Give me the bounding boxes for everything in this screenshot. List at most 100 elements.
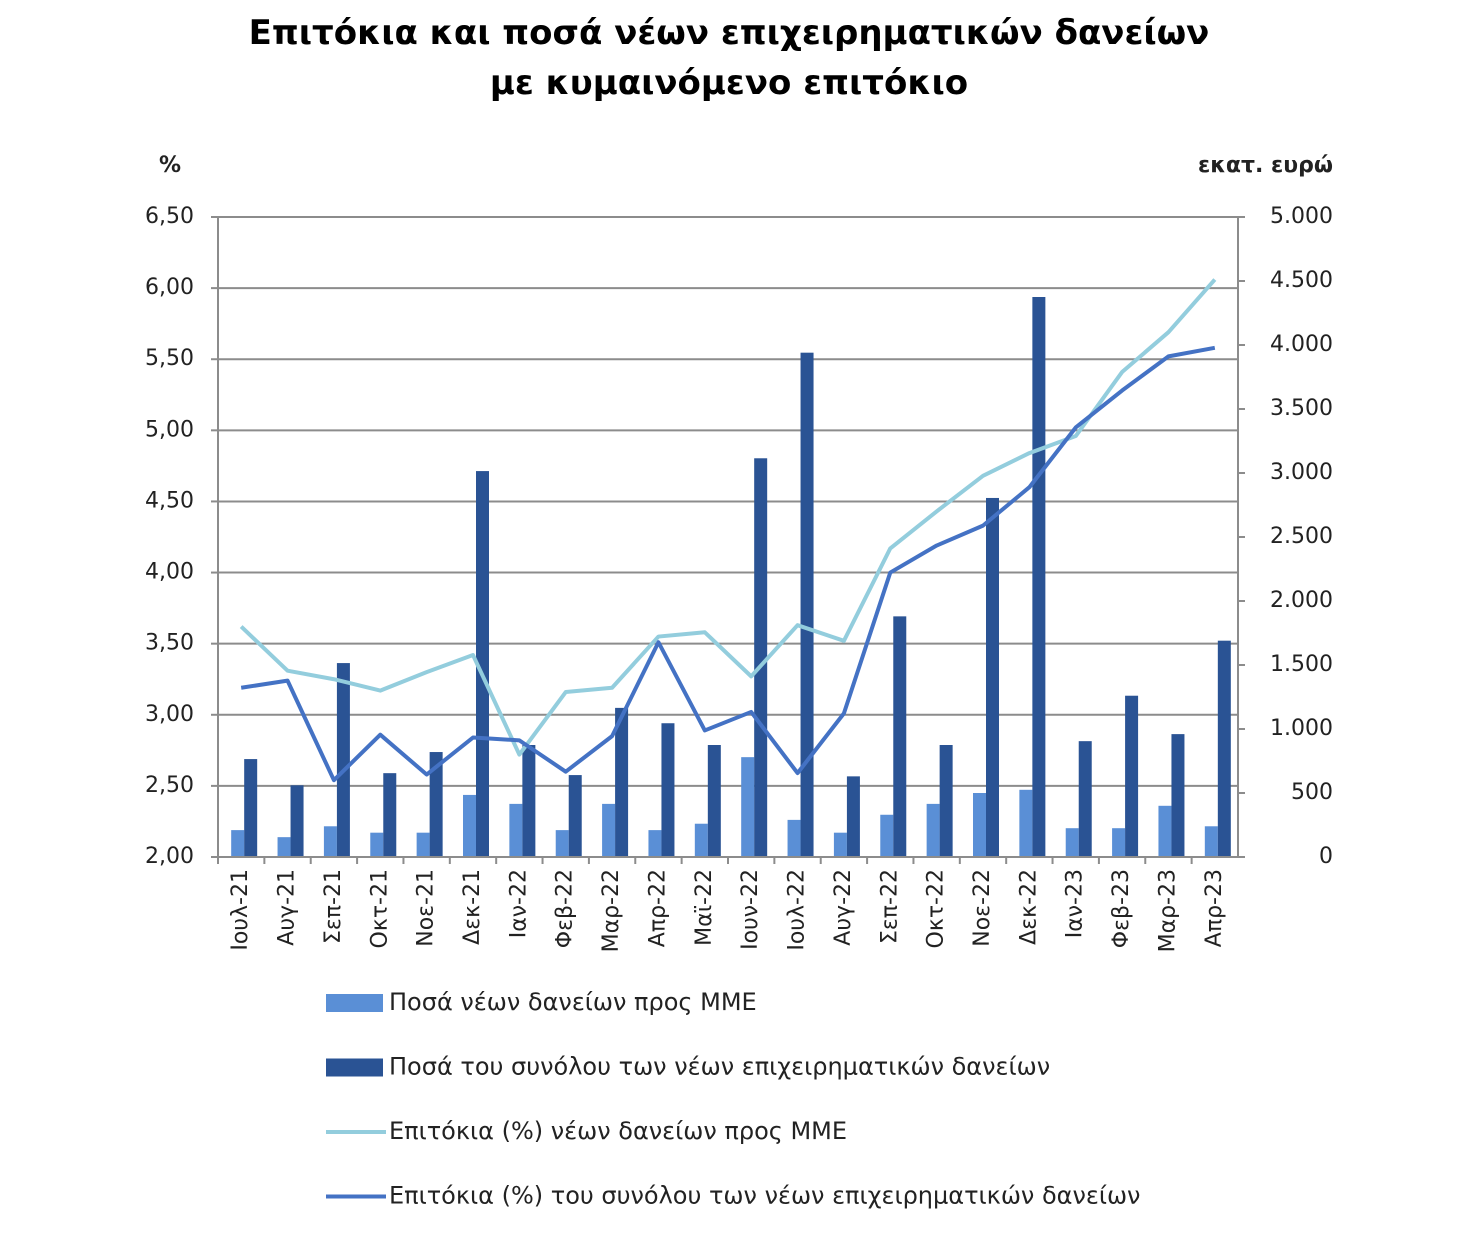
bar (1019, 789, 1033, 857)
x-tick-label: Μαρ-23 (1155, 869, 1180, 952)
bar (244, 759, 258, 857)
bar (973, 793, 986, 857)
legend-label: Ποσά του συνόλου των νέων επιχειρηματικώ… (389, 1053, 1050, 1081)
bar (231, 830, 245, 857)
chart-title: Επιτόκια και ποσά νέων επιχειρηματικών δ… (248, 13, 1210, 103)
y-tick-label: 2,50 (145, 773, 194, 798)
x-tick-label: Οκτ-21 (367, 869, 392, 948)
bar (787, 819, 801, 857)
line (239, 278, 1217, 757)
x-tick-label: Σεπ-22 (877, 869, 902, 944)
y2-tick-label: 5.000 (1270, 204, 1333, 229)
bar (568, 775, 582, 857)
x-tick-label: Φεβ-23 (1109, 869, 1134, 948)
bar (986, 497, 999, 857)
legend-swatch (326, 994, 383, 1012)
bar (707, 745, 721, 857)
bar (1204, 826, 1218, 857)
x-tick-label: Αυγ-21 (275, 869, 300, 946)
x-tick-label: Νοε-22 (970, 869, 995, 947)
x-tick-label: Ιουλ-22 (785, 869, 810, 951)
x-tick-label: Δεκ-21 (460, 869, 485, 945)
bar (463, 794, 476, 857)
y2-tick-label: 4.500 (1270, 268, 1333, 293)
legend-label: Επιτόκια (%) του συνόλου των νέων επιχει… (389, 1182, 1140, 1210)
x-tick-label: Αυγ-22 (831, 869, 856, 946)
bar (429, 752, 443, 857)
bar (602, 803, 616, 857)
bar (476, 471, 489, 857)
bar (522, 745, 536, 857)
x-tick-label: Ιουλ-21 (228, 869, 253, 951)
y-tick-label: 5,00 (145, 417, 194, 442)
x-tick-label: Μαϊ-22 (692, 869, 717, 946)
x-tick-label: Ιαν-22 (506, 869, 531, 938)
bar (694, 823, 708, 857)
y2-tick-label: 1.500 (1270, 652, 1333, 677)
y2-axis-label: εκατ. ευρώ (1198, 153, 1333, 178)
y-tick-label: 6,00 (145, 275, 194, 300)
bar (1032, 297, 1046, 857)
bar (800, 352, 814, 857)
bar (926, 803, 940, 857)
y2-tick-label: 500 (1291, 780, 1333, 805)
bar (661, 723, 675, 857)
y-axis-label: % (159, 153, 181, 178)
bar (846, 776, 860, 857)
x-tick-label: Σεπ-21 (321, 869, 346, 944)
y-tick-label: 2,00 (145, 844, 194, 869)
x-tick-label: Απρ-22 (645, 869, 670, 947)
x-tick-label: Οκτ-22 (924, 869, 949, 948)
bar (615, 707, 629, 857)
bar (880, 814, 894, 857)
y-tick-label: 3,50 (145, 631, 194, 656)
bar (277, 837, 291, 857)
legend-label: Επιτόκια (%) νέων δανείων προς ΜΜΕ (389, 1117, 847, 1145)
x-tick-label: Νοε-21 (414, 869, 439, 947)
y-tick-label: 6,50 (145, 204, 194, 229)
bar (555, 830, 569, 857)
bar (833, 832, 847, 857)
line (240, 345, 1216, 783)
bar (383, 773, 397, 857)
bar (741, 757, 755, 857)
x-tick-label: Απρ-23 (1202, 869, 1227, 947)
x-tick-label: Φεβ-22 (553, 869, 578, 948)
y-tick-label: 3,00 (145, 702, 194, 727)
y-tick-label: 5,50 (145, 346, 194, 371)
bar (509, 803, 523, 857)
bar (1112, 828, 1126, 857)
y-tick-label: 4,50 (145, 488, 194, 513)
y2-tick-label: 1.000 (1270, 716, 1333, 741)
y2-tick-label: 3.500 (1270, 396, 1333, 421)
y2-tick-label: 0 (1319, 844, 1333, 869)
bar (370, 832, 384, 857)
legend-swatch (326, 1058, 383, 1077)
y2-tick-label: 2.500 (1270, 524, 1333, 549)
bar (1065, 828, 1079, 857)
y2-tick-label: 3.000 (1270, 460, 1333, 485)
bar (323, 826, 337, 857)
bar (893, 616, 907, 857)
bar (1171, 734, 1185, 857)
legend-label: Ποσά νέων δανείων προς ΜΜΕ (389, 988, 757, 1016)
x-tick-label: Ιουν-22 (738, 869, 763, 950)
bar (416, 832, 430, 857)
y2-tick-label: 2.000 (1270, 588, 1333, 613)
x-tick-label: Δεκ-22 (1016, 869, 1041, 945)
bar (290, 785, 304, 857)
x-tick-label: Ιαν-23 (1063, 869, 1088, 938)
y2-tick-label: 4.000 (1270, 332, 1333, 357)
bar (336, 663, 350, 857)
bar (754, 458, 768, 857)
bar (1217, 640, 1231, 857)
x-tick-label: Μαρ-22 (599, 869, 624, 952)
bar (939, 745, 953, 857)
bar (648, 830, 662, 857)
y-tick-label: 4,00 (145, 560, 194, 585)
bar (1078, 741, 1092, 857)
bar (1158, 805, 1172, 857)
bar (1125, 695, 1139, 857)
